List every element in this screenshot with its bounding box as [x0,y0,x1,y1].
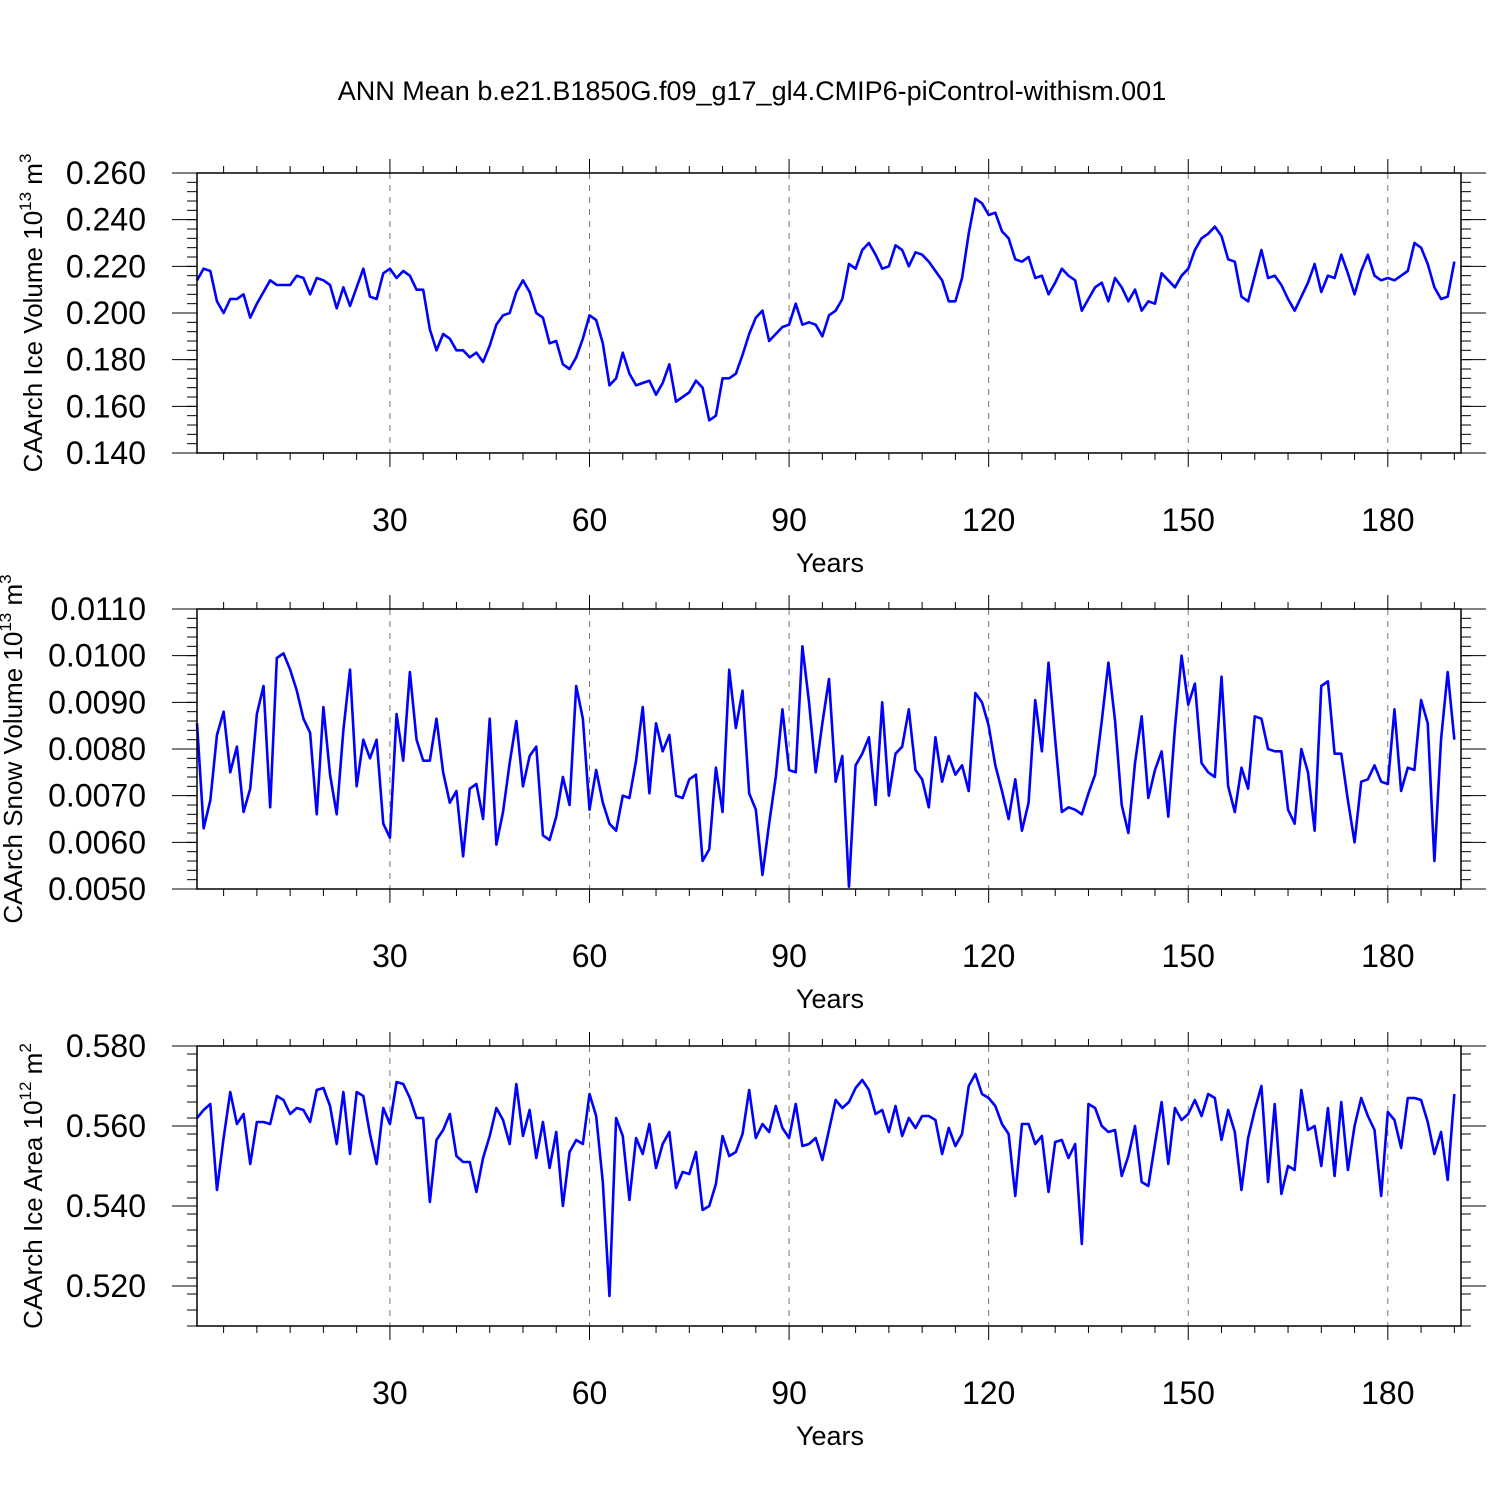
chart0-series-line [195,197,1456,422]
chart0-y-tick-label: 0.260 [66,155,146,191]
chart2-x-tick-label: 120 [962,1375,1015,1411]
chart2-plot-frame [196,1045,1462,1327]
chart1-x-tick-label: 60 [572,938,608,974]
chart0-y-axis-label: CAArch Ice Volume 1013 m3 [16,154,48,473]
chart1-y-tick-label: 0.0050 [48,871,146,907]
chart1-y-tick-label: 0.0070 [48,778,146,814]
chart1-x-tick-label: 180 [1361,938,1414,974]
chart0-y-tick-label: 0.140 [66,435,146,471]
chart0-y-tick-label: 0.240 [66,202,146,238]
chart0-x-axis-label: Years [796,548,864,578]
chart2-x-tick-label: 180 [1361,1375,1414,1411]
chart1-y-tick-label: 0.0100 [48,638,146,674]
chart1-plot-frame [196,608,1462,890]
chart0-x-tick-label: 60 [572,502,608,538]
chart2-x-tick-label: 90 [771,1375,807,1411]
chart0-y-tick-label: 0.220 [66,248,146,284]
chart1-y-tick-label: 0.0060 [48,824,146,860]
chart2-y-tick-label: 0.540 [66,1188,146,1224]
chart2-x-tick-label: 60 [572,1375,608,1411]
chart2-series-line [196,1072,1456,1298]
chart1-y-tick-label: 0.0080 [48,731,146,767]
chart2-x-tick-label: 30 [372,1375,408,1411]
chart2-y-tick-label: 0.560 [66,1108,146,1144]
snow-volume-panel: 30 60 90 120 150 180 0.0050 0.0060 0.0070 0.0080 0… [0,574,1486,1014]
chart0-x-tick-label: 150 [1162,502,1215,538]
chart2-y-axis-label: CAArch Ice Area 1012 m2 [16,1043,48,1329]
chart0-y-tick-label: 0.200 [66,295,146,331]
chart1-x-axis-label: Years [796,984,864,1014]
chart0-x-tick-label: 90 [771,502,807,538]
ice-area-panel: 30 60 90 120 150 180 0.520 0.540 0.560 0.580 Years… [16,1028,1486,1451]
chart1-series-line [195,645,1456,888]
chart0-y-tick-label: 0.180 [66,342,146,378]
chart2-y-tick-label: 0.520 [66,1268,146,1304]
chart1-x-tick-label: 150 [1162,938,1215,974]
chart0-y-tick-label: 0.160 [66,388,146,424]
chart0-x-tick-label: 120 [962,502,1015,538]
chart2-x-axis-label: Years [796,1421,864,1451]
chart0-x-tick-label: 30 [372,502,408,538]
ice-volume-panel: 30 60 90 120 150 180 0.140 0.160 0.180 0.200 0.220… [16,154,1486,578]
chart0-plot-frame [196,172,1462,454]
chart1-y-tick-label: 0.0110 [51,591,147,627]
chart0-x-tick-label: 180 [1361,502,1414,538]
chart1-y-axis-label: CAArch Snow Volume 1013 m3 [0,574,28,923]
chart2-x-tick-label: 150 [1162,1375,1215,1411]
chart1-x-tick-label: 120 [962,938,1015,974]
chart1-x-tick-label: 30 [372,938,408,974]
chart1-x-tick-label: 90 [771,938,807,974]
chart1-y-tick-label: 0.0090 [48,684,146,720]
figure-title: ANN Mean b.e21.B1850G.f09_g17_gl4.CMIP6-… [338,76,1166,106]
chart2-y-tick-label: 0.580 [66,1028,146,1064]
